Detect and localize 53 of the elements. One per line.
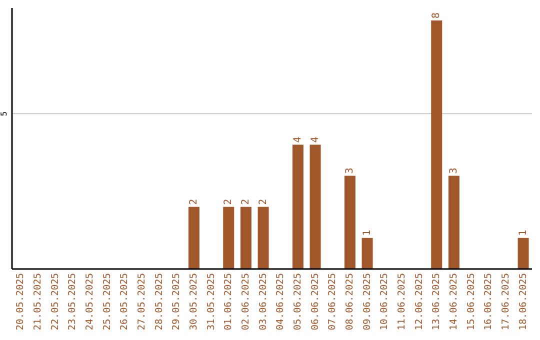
bar	[258, 206, 269, 269]
x-tick-label: 30.05.2025	[188, 273, 200, 330]
data-label: 4	[292, 136, 304, 143]
x-tick-label: 03.06.2025	[258, 273, 269, 330]
bar	[431, 20, 442, 269]
data-label: 2	[240, 198, 252, 205]
x-tick-label: 07.06.2025	[327, 273, 338, 330]
x-tick-label: 25.05.2025	[102, 273, 113, 330]
bar	[223, 206, 234, 269]
x-tick-label: 27.05.2025	[136, 273, 148, 330]
data-label: 1	[362, 230, 373, 236]
bar	[240, 206, 252, 269]
x-tick-label: 01.06.2025	[223, 273, 234, 330]
bar	[448, 176, 460, 269]
data-label: 3	[344, 168, 356, 174]
data-label: 2	[223, 198, 234, 205]
y-tick-label: 5	[0, 111, 8, 116]
data-label: 2	[188, 198, 200, 205]
bar	[188, 206, 200, 269]
x-tick-label: 08.06.2025	[344, 273, 356, 330]
x-tick-label: 10.06.2025	[379, 273, 390, 330]
data-label: 8	[431, 12, 442, 18]
bar	[344, 176, 356, 269]
x-tick-label: 23.05.2025	[67, 273, 78, 330]
data-label: 4	[310, 136, 321, 143]
x-tick-label: 14.06.2025	[448, 273, 460, 330]
x-tick-label: 16.06.2025	[483, 273, 494, 330]
x-tick-label: 06.06.2025	[310, 273, 321, 330]
x-tick-label: 18.06.2025	[518, 273, 529, 330]
x-tick-label: 28.05.2025	[154, 273, 165, 330]
x-tick-label: 11.06.2025	[396, 273, 408, 330]
x-tick-label: 17.06.2025	[500, 273, 512, 330]
x-tick-label: 02.06.2025	[240, 273, 252, 330]
x-tick-label: 20.05.2025	[15, 273, 26, 330]
bar	[292, 144, 304, 269]
bar	[362, 238, 373, 269]
x-tick-label: 26.05.2025	[119, 273, 130, 330]
bar	[310, 144, 321, 269]
x-tick-label: 13.06.2025	[431, 273, 442, 330]
x-tick-label: 29.05.2025	[171, 273, 182, 330]
x-tick-label: 24.05.2025	[84, 273, 96, 330]
x-tick-label: 31.05.2025	[206, 273, 217, 330]
x-tick-label: 05.06.2025	[292, 273, 304, 330]
x-tick-label: 15.06.2025	[466, 273, 477, 330]
data-label: 1	[518, 230, 529, 236]
x-tick-label: 21.05.2025	[32, 273, 44, 330]
data-label: 3	[448, 168, 460, 174]
bar	[518, 238, 529, 269]
x-tick-label: 22.05.2025	[50, 273, 61, 330]
x-tick-label: 09.06.2025	[362, 273, 373, 330]
data-label: 2	[258, 198, 269, 205]
x-tick-label: 12.06.2025	[414, 273, 425, 330]
x-tick-label: 04.06.2025	[275, 273, 286, 330]
